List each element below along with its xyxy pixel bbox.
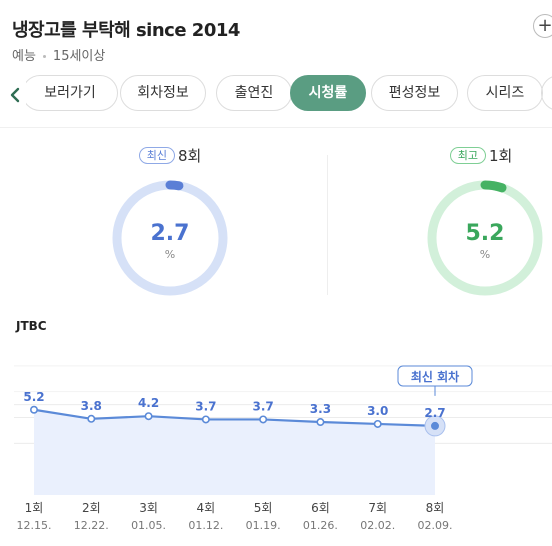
tab-list: 보러가기 회차정보 출연진 시청률 편성정보 시리즈	[26, 75, 552, 115]
latest-episode: 8회	[177, 147, 202, 165]
best-rating-unit: %	[480, 248, 490, 261]
x-tick-date: 02.09.	[418, 519, 453, 532]
data-label: 2.7	[424, 406, 445, 420]
x-tick-label: 2회	[82, 501, 101, 515]
x-tick-date: 12.15.	[17, 519, 52, 532]
data-label: 3.0	[367, 404, 388, 418]
data-point	[87, 414, 96, 423]
program-meta: 예능 15세이상	[12, 45, 105, 64]
x-tick-label: 7회	[368, 501, 387, 515]
data-point	[373, 419, 382, 428]
ratings-line-chart: 최신 회차 5.2 3.8 4.2 3.7 3.7 3.3 3.0 2.7 1회 12.15. 2회 1…	[14, 365, 552, 532]
best-rating-value: 5.2	[466, 221, 505, 246]
annotation-label: 최신 회차	[411, 369, 459, 384]
x-tick-date: 01.05.	[131, 519, 166, 532]
latest-rating-unit: %	[165, 248, 175, 261]
donut-arc	[480, 180, 507, 193]
divider	[0, 127, 552, 128]
data-label: 4.2	[138, 396, 159, 410]
data-label: 3.7	[195, 399, 216, 413]
x-tick-label: 1회	[25, 501, 44, 515]
best-rating-header: 최고 1회	[366, 145, 552, 166]
x-tick-label: 6회	[311, 501, 330, 515]
latest-rating-header: 최신 8회	[55, 145, 285, 166]
x-tick-label: 4회	[197, 501, 216, 515]
donut-arc	[165, 180, 184, 191]
add-icon[interactable]: +	[533, 14, 552, 38]
data-label: 3.8	[81, 399, 102, 413]
data-point	[259, 415, 268, 424]
tab-bar: 보러가기 회차정보 출연진 시청률 편성정보 시리즈	[0, 75, 552, 115]
tab-schedule[interactable]: 편성정보	[371, 75, 458, 111]
age-rating-label: 15세이상	[52, 49, 106, 64]
column-divider	[327, 155, 328, 295]
best-rating-donut: 5.2 %	[427, 180, 543, 296]
x-tick-date: 01.26.	[303, 519, 338, 532]
tab-more[interactable]	[541, 75, 552, 111]
latest-badge: 최신	[138, 147, 175, 164]
data-point	[201, 415, 210, 424]
latest-rating-value: 2.7	[151, 221, 190, 246]
series-line	[33, 408, 436, 427]
data-point	[29, 405, 38, 414]
tab-cast[interactable]: 출연진	[216, 75, 292, 111]
data-point	[144, 412, 153, 421]
data-label: 3.3	[310, 402, 331, 416]
x-tick-date: 02.02.	[360, 519, 395, 532]
x-tick-label: 5회	[254, 501, 273, 515]
tab-ratings[interactable]: 시청률	[290, 75, 366, 111]
data-point	[430, 421, 439, 430]
x-tick-label: 3회	[139, 501, 158, 515]
tab-series[interactable]: 시리즈	[467, 75, 543, 111]
x-tick-label: 8회	[426, 501, 445, 515]
x-tick-date: 01.19.	[246, 519, 281, 532]
latest-rating-donut: 2.7 %	[112, 180, 228, 296]
data-label: 3.7	[253, 399, 274, 413]
data-label: 5.2	[23, 390, 44, 404]
data-point	[316, 418, 325, 427]
separator-dot	[42, 55, 46, 58]
best-badge: 최고	[449, 147, 486, 164]
tab-episodes[interactable]: 회차정보	[120, 75, 206, 111]
area-fill	[34, 409, 435, 495]
tab-watch[interactable]: 보러가기	[26, 75, 118, 111]
chevron-left-icon[interactable]	[5, 81, 25, 109]
channel-label: JTBC	[16, 319, 47, 333]
x-tick-date: 12.22.	[74, 519, 109, 532]
best-episode: 1회	[488, 147, 513, 165]
genre-label: 예능	[12, 49, 36, 64]
annotation-box	[397, 365, 473, 387]
program-title: 냉장고를 부탁해 since 2014	[12, 20, 240, 41]
x-tick-date: 01.12.	[188, 519, 223, 532]
